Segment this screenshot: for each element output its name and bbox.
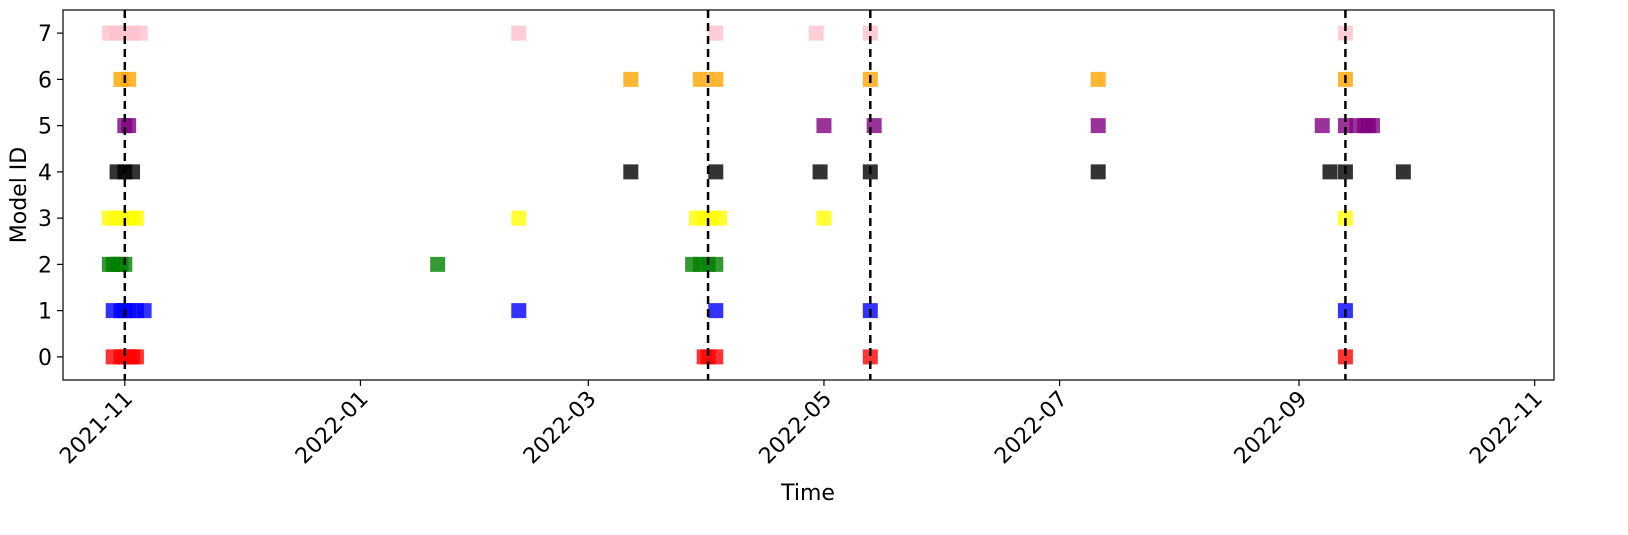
data-point-model-6 [692,71,708,87]
data-point-model-4 [623,164,639,180]
data-point-model-5 [816,118,832,134]
data-point-model-5 [866,118,882,134]
data-point-model-4 [1395,164,1411,180]
y-tick-label: 2 [38,253,52,278]
x-tick-label: 2022-03 [519,387,602,470]
plot-frame [62,9,1555,381]
y-tick-label: 5 [38,115,52,140]
y-tick-label: 0 [38,346,52,371]
y-tick-label: 6 [38,68,52,93]
data-point-model-6 [623,71,639,87]
data-point-model-3 [511,210,527,226]
y-tick-label: 3 [38,207,52,232]
y-tick-label: 1 [38,300,52,325]
x-tick-label: 2022-09 [1230,387,1313,470]
x-tick-label: 2022-07 [990,387,1073,470]
data-point-model-4 [125,164,141,180]
data-point-model-3 [712,210,728,226]
data-point-model-7 [511,25,527,41]
x-tick-label: 2022-01 [291,387,374,470]
data-point-model-5 [1364,118,1380,134]
data-point-model-3 [816,210,832,226]
data-point-model-4 [1322,164,1338,180]
data-point-model-4 [708,164,724,180]
x-axis-label: Time [780,481,835,506]
x-tick-label: 2022-11 [1465,387,1548,470]
x-axis-ticks: 2021-11 2022-01 2022-03 2022-05 2022-07 2022-… [55,380,1548,469]
y-tick-label: 7 [38,22,52,47]
y-axis-ticks: 0 1 2 3 4 5 6 7 [38,22,63,371]
data-point-model-7 [862,25,878,41]
reference-lines [123,10,1347,380]
data-point-model-1 [511,303,527,319]
data-point-model-0 [128,349,144,365]
data-point-model-7 [132,25,148,41]
data-point-model-2 [430,256,446,272]
data-point-model-3 [128,210,144,226]
data-point-model-7 [1337,25,1353,41]
x-tick-label: 2021-11 [55,387,138,470]
data-point-model-6 [121,71,137,87]
data-point-model-7 [708,25,724,41]
data-point-model-0 [708,349,724,365]
y-axis-label: Model ID [7,147,32,243]
data-point-model-5 [1337,118,1353,134]
data-point-model-0 [862,349,878,365]
data-point-model-4 [812,164,828,180]
data-point-model-2 [708,256,724,272]
data-point-model-5 [1314,118,1330,134]
data-point-model-4 [1090,164,1106,180]
data-point-model-1 [708,303,724,319]
data-point-model-5 [121,118,137,134]
data-point-model-0 [1337,349,1353,365]
data-point-model-1 [136,303,152,319]
plot-marks [101,25,1411,365]
data-point-model-7 [808,25,824,41]
x-tick-label: 2022-05 [755,387,838,470]
y-tick-label: 4 [38,161,52,186]
data-point-model-6 [708,71,724,87]
data-point-model-5 [1090,118,1106,134]
data-point-model-6 [1090,71,1106,87]
